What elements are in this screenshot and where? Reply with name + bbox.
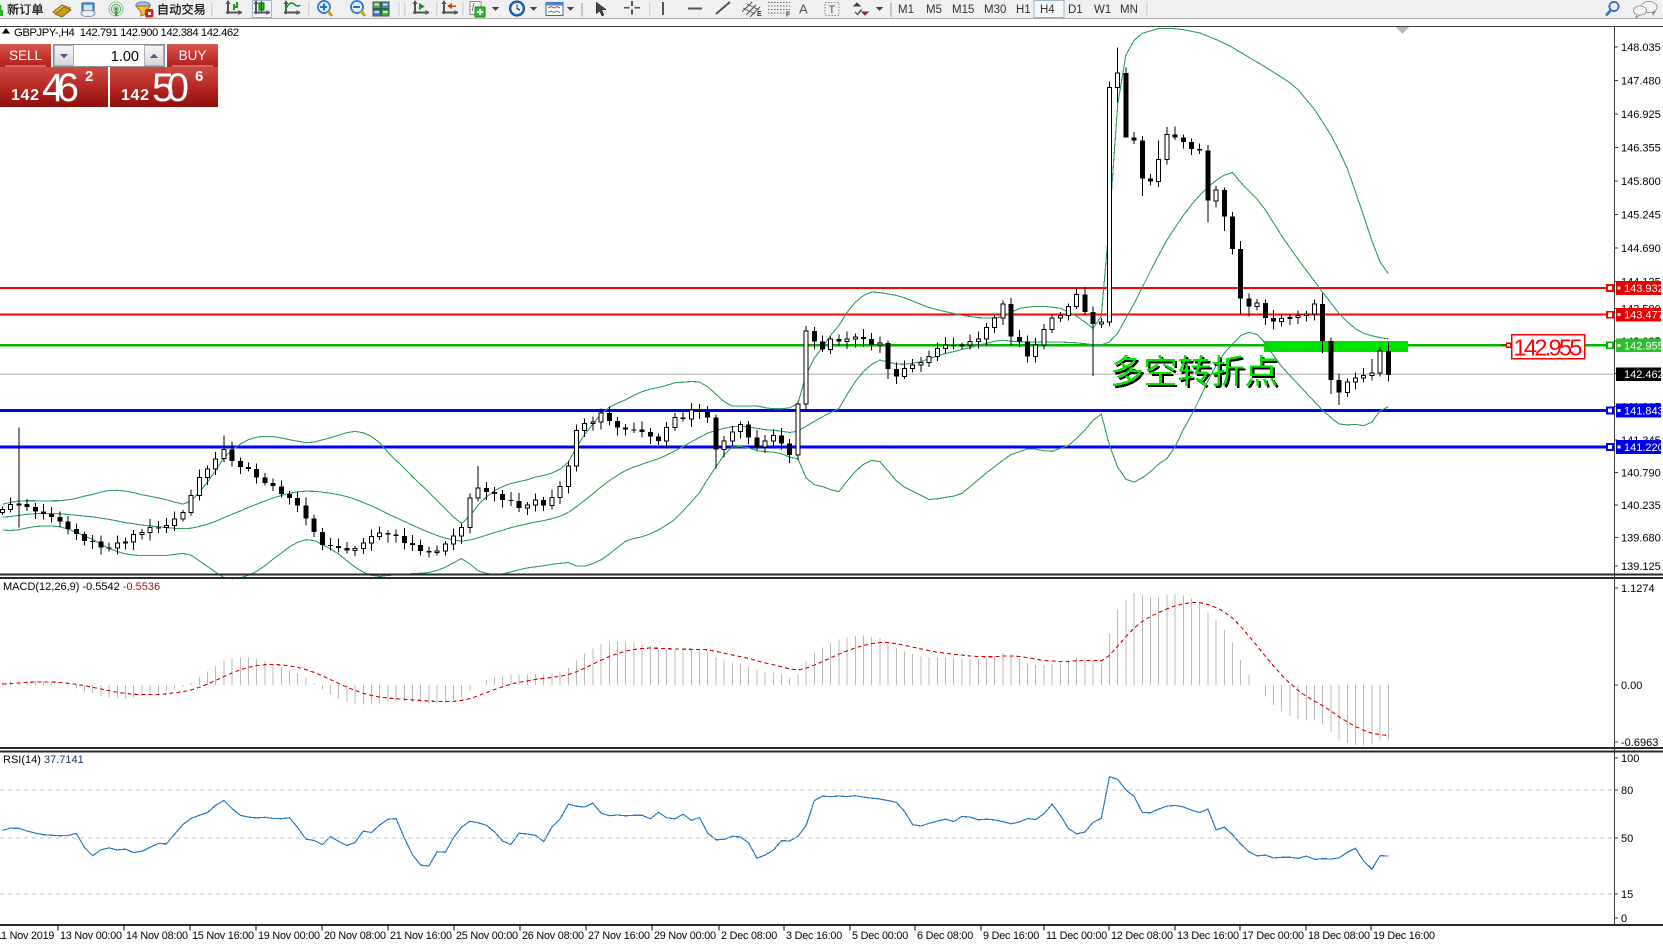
svg-text:145.800: 145.800 xyxy=(1621,176,1661,188)
svg-text:50: 50 xyxy=(152,66,189,110)
svg-text:139.125: 139.125 xyxy=(1621,561,1661,573)
svg-text:20 Nov 08:00: 20 Nov 08:00 xyxy=(324,930,386,942)
svg-text:146.925: 146.925 xyxy=(1621,109,1661,121)
svg-text:M15: M15 xyxy=(952,4,974,16)
svg-text:139.680: 139.680 xyxy=(1621,532,1661,544)
svg-text:2 Dec 08:00: 2 Dec 08:00 xyxy=(721,930,777,942)
svg-text:MN: MN xyxy=(1120,4,1138,16)
svg-text:f: f xyxy=(472,2,476,11)
svg-text:143.477: 143.477 xyxy=(1624,310,1663,322)
svg-text:6 Dec 08:00: 6 Dec 08:00 xyxy=(917,930,973,942)
svg-text:26 Nov 08:00: 26 Nov 08:00 xyxy=(522,930,584,942)
svg-text:A: A xyxy=(799,2,808,17)
svg-text:146.355: 146.355 xyxy=(1621,143,1661,155)
svg-text:RSI(14) 37.7141: RSI(14) 37.7141 xyxy=(3,754,84,766)
svg-text:142.955: 142.955 xyxy=(1514,335,1583,361)
svg-text:M5: M5 xyxy=(926,4,942,16)
svg-text:H4: H4 xyxy=(1040,4,1055,16)
svg-text:1.00: 1.00 xyxy=(111,49,139,65)
svg-text:1.1274: 1.1274 xyxy=(1621,583,1655,595)
svg-text:141.843: 141.843 xyxy=(1624,406,1663,418)
svg-text:144.690: 144.690 xyxy=(1621,243,1661,255)
svg-text:15 Nov 16:00: 15 Nov 16:00 xyxy=(192,930,254,942)
svg-text:15: 15 xyxy=(1621,889,1633,901)
svg-text:6: 6 xyxy=(195,68,203,85)
svg-text:142: 142 xyxy=(11,87,39,104)
svg-text:19 Nov 00:00: 19 Nov 00:00 xyxy=(258,930,320,942)
svg-text:M1: M1 xyxy=(898,4,914,16)
svg-text:140.235: 140.235 xyxy=(1621,500,1661,512)
svg-text:-0.6963: -0.6963 xyxy=(1621,737,1658,749)
svg-text:MACD(12,26,9) -0.5542 -0.5536: MACD(12,26,9) -0.5542 -0.5536 xyxy=(3,581,160,593)
svg-text:17 Dec 00:00: 17 Dec 00:00 xyxy=(1242,930,1304,942)
svg-text:D1: D1 xyxy=(1068,4,1083,16)
svg-text:11 Nov 2019: 11 Nov 2019 xyxy=(0,930,54,942)
svg-text:46: 46 xyxy=(42,66,79,110)
svg-text:T: T xyxy=(829,4,836,16)
svg-text:142.955: 142.955 xyxy=(1624,340,1663,352)
svg-text:142: 142 xyxy=(121,87,149,104)
svg-text:27 Nov 16:00: 27 Nov 16:00 xyxy=(588,930,650,942)
svg-text:140.790: 140.790 xyxy=(1621,467,1661,479)
svg-text:GBPJPY-,H4 142.791 142.900 14: GBPJPY-,H4 142.791 142.900 142.384 142.4… xyxy=(14,27,239,39)
svg-text:148.035: 148.035 xyxy=(1621,42,1661,54)
svg-text:SELL: SELL xyxy=(9,48,43,63)
svg-text:E: E xyxy=(757,11,762,18)
svg-text:145.245: 145.245 xyxy=(1621,210,1661,222)
svg-text:H1: H1 xyxy=(1016,4,1031,16)
svg-text:50: 50 xyxy=(1621,833,1633,845)
svg-text:147.480: 147.480 xyxy=(1621,76,1661,88)
svg-text:9 Dec 16:00: 9 Dec 16:00 xyxy=(983,930,1039,942)
svg-text:29 Nov 00:00: 29 Nov 00:00 xyxy=(654,930,716,942)
svg-text:80: 80 xyxy=(1621,785,1633,797)
svg-text:M30: M30 xyxy=(984,4,1006,16)
svg-text:13 Dec 16:00: 13 Dec 16:00 xyxy=(1177,930,1239,942)
svg-text:12 Dec 08:00: 12 Dec 08:00 xyxy=(1111,930,1173,942)
svg-text:5 Dec 00:00: 5 Dec 00:00 xyxy=(852,930,908,942)
svg-text:F: F xyxy=(786,12,791,19)
svg-text:142.462: 142.462 xyxy=(1624,369,1663,381)
svg-text:3 Dec 16:00: 3 Dec 16:00 xyxy=(786,930,842,942)
svg-text:143.932: 143.932 xyxy=(1624,283,1663,295)
svg-text:100: 100 xyxy=(1621,753,1639,765)
svg-text:W1: W1 xyxy=(1094,4,1111,16)
svg-text:2: 2 xyxy=(85,68,93,85)
svg-text:18 Dec 08:00: 18 Dec 08:00 xyxy=(1308,930,1370,942)
svg-text:21 Nov 16:00: 21 Nov 16:00 xyxy=(390,930,452,942)
svg-text:19 Dec 16:00: 19 Dec 16:00 xyxy=(1373,930,1435,942)
svg-text:141.220: 141.220 xyxy=(1624,442,1663,454)
svg-text:11 Dec 00:00: 11 Dec 00:00 xyxy=(1046,930,1107,942)
svg-text:BUY: BUY xyxy=(179,48,207,63)
svg-text:0: 0 xyxy=(1621,913,1627,925)
svg-text:25 Nov 00:00: 25 Nov 00:00 xyxy=(456,930,518,942)
svg-text:0.00: 0.00 xyxy=(1621,680,1642,692)
svg-text:13 Nov 00:00: 13 Nov 00:00 xyxy=(60,930,122,942)
svg-text:14 Nov 08:00: 14 Nov 08:00 xyxy=(126,930,188,942)
